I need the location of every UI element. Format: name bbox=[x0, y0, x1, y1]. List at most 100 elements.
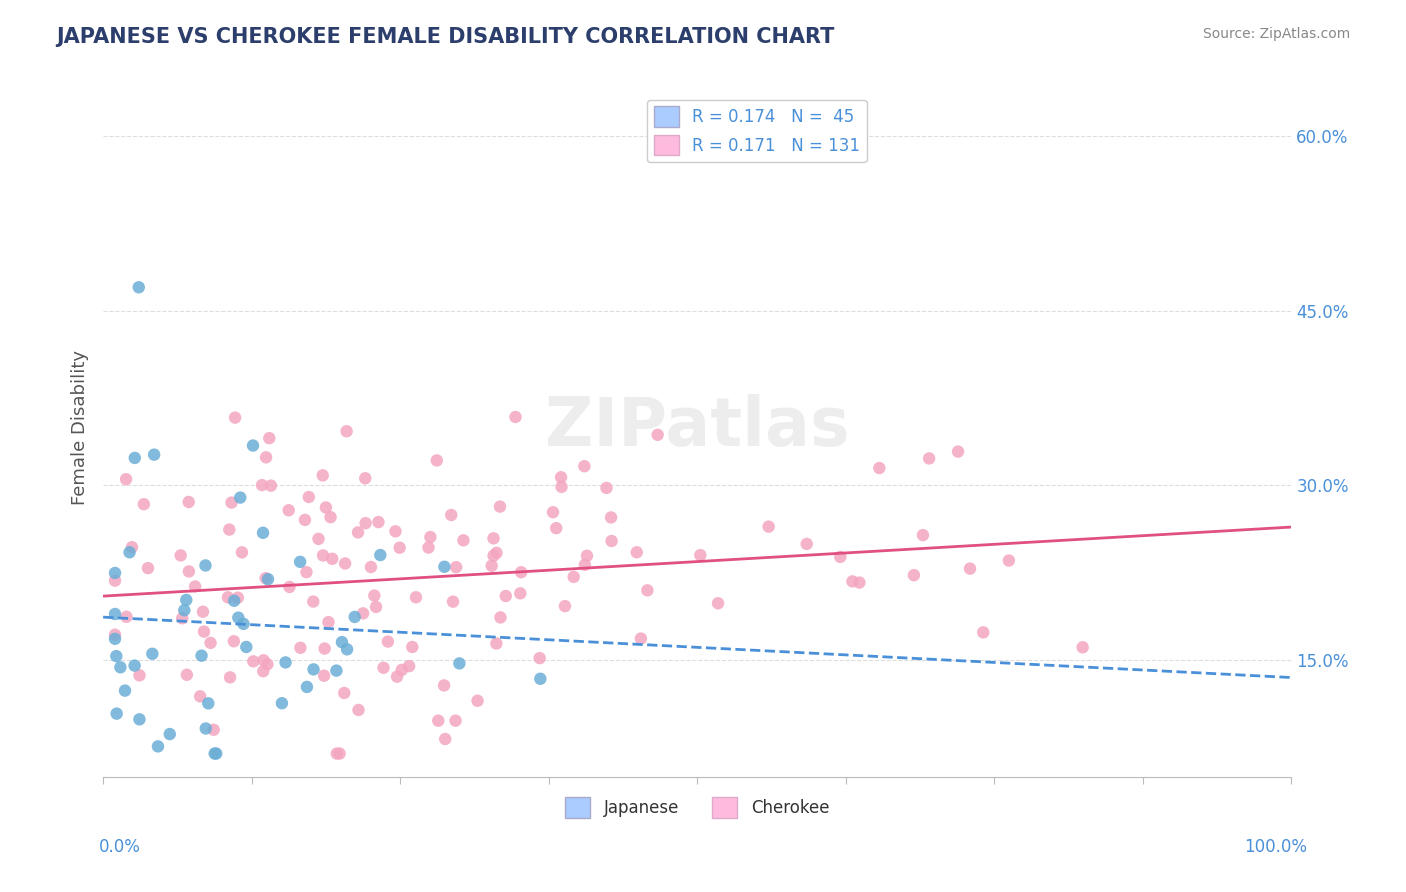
Point bbox=[505, 409, 527, 424]
Point bbox=[848, 575, 870, 590]
Point bbox=[903, 568, 925, 582]
Point bbox=[574, 558, 596, 572]
Point bbox=[391, 663, 413, 677]
Point bbox=[298, 490, 321, 504]
Point bbox=[194, 722, 217, 736]
Point bbox=[453, 533, 475, 548]
Point bbox=[433, 678, 456, 692]
Point bbox=[312, 468, 335, 483]
Point bbox=[868, 461, 890, 475]
Point bbox=[288, 555, 311, 569]
Point bbox=[574, 459, 596, 474]
Point bbox=[367, 515, 389, 529]
Point bbox=[232, 616, 254, 631]
Point bbox=[115, 472, 138, 486]
Point bbox=[352, 607, 374, 621]
Point bbox=[600, 534, 623, 549]
Point bbox=[911, 528, 934, 542]
Point bbox=[385, 670, 408, 684]
Point bbox=[308, 532, 330, 546]
Point bbox=[260, 478, 283, 492]
Point bbox=[188, 690, 211, 704]
Point bbox=[202, 723, 225, 737]
Point bbox=[347, 703, 370, 717]
Point bbox=[250, 478, 273, 492]
Point bbox=[271, 696, 294, 710]
Point bbox=[329, 747, 352, 761]
Point bbox=[418, 541, 440, 555]
Point bbox=[336, 642, 359, 657]
Point bbox=[274, 656, 297, 670]
Point bbox=[336, 424, 359, 438]
Point bbox=[278, 580, 301, 594]
Point bbox=[146, 739, 169, 754]
Point bbox=[128, 280, 150, 294]
Point bbox=[354, 471, 377, 485]
Point bbox=[254, 450, 277, 465]
Point bbox=[343, 610, 366, 624]
Point bbox=[384, 524, 406, 539]
Point bbox=[124, 450, 146, 465]
Point bbox=[312, 668, 335, 682]
Point bbox=[200, 636, 222, 650]
Point bbox=[315, 500, 337, 515]
Y-axis label: Female Disability: Female Disability bbox=[72, 350, 89, 505]
Point bbox=[277, 503, 299, 517]
Text: 0.0%: 0.0% bbox=[98, 838, 141, 856]
Point bbox=[217, 591, 239, 605]
Point bbox=[121, 540, 143, 554]
Point bbox=[176, 667, 198, 681]
Point bbox=[363, 589, 385, 603]
Text: 100.0%: 100.0% bbox=[1244, 838, 1308, 856]
Point bbox=[444, 714, 467, 728]
Point bbox=[434, 732, 457, 747]
Point bbox=[141, 647, 163, 661]
Point bbox=[197, 697, 219, 711]
Point bbox=[254, 571, 277, 585]
Point bbox=[467, 694, 489, 708]
Point bbox=[118, 545, 141, 559]
Point bbox=[224, 410, 246, 425]
Point bbox=[124, 658, 146, 673]
Point bbox=[482, 532, 505, 546]
Point bbox=[295, 680, 318, 694]
Point bbox=[364, 599, 387, 614]
Point bbox=[485, 546, 508, 560]
Point bbox=[191, 605, 214, 619]
Point bbox=[398, 659, 420, 673]
Point bbox=[105, 649, 128, 664]
Point bbox=[441, 594, 464, 608]
Point bbox=[128, 668, 150, 682]
Point bbox=[204, 747, 226, 761]
Point bbox=[1071, 640, 1094, 655]
Point bbox=[170, 549, 193, 563]
Point bbox=[193, 624, 215, 639]
Point bbox=[104, 566, 127, 580]
Point bbox=[377, 634, 399, 648]
Point bbox=[295, 565, 318, 579]
Point bbox=[218, 523, 240, 537]
Point bbox=[104, 574, 127, 588]
Point bbox=[758, 519, 780, 533]
Point bbox=[205, 747, 228, 761]
Point bbox=[482, 549, 505, 563]
Point bbox=[172, 611, 194, 625]
Point bbox=[796, 537, 818, 551]
Point bbox=[173, 603, 195, 617]
Point bbox=[554, 599, 576, 614]
Point bbox=[489, 610, 512, 624]
Point bbox=[132, 497, 155, 511]
Point bbox=[550, 480, 572, 494]
Point bbox=[104, 632, 127, 646]
Point bbox=[242, 654, 264, 668]
Point bbox=[231, 545, 253, 559]
Point bbox=[136, 561, 159, 575]
Text: Source: ZipAtlas.com: Source: ZipAtlas.com bbox=[1202, 27, 1350, 41]
Point bbox=[333, 557, 356, 571]
Point bbox=[707, 596, 730, 610]
Point bbox=[177, 495, 200, 509]
Point bbox=[485, 636, 508, 650]
Point bbox=[509, 586, 531, 600]
Point bbox=[419, 530, 441, 544]
Point bbox=[294, 513, 316, 527]
